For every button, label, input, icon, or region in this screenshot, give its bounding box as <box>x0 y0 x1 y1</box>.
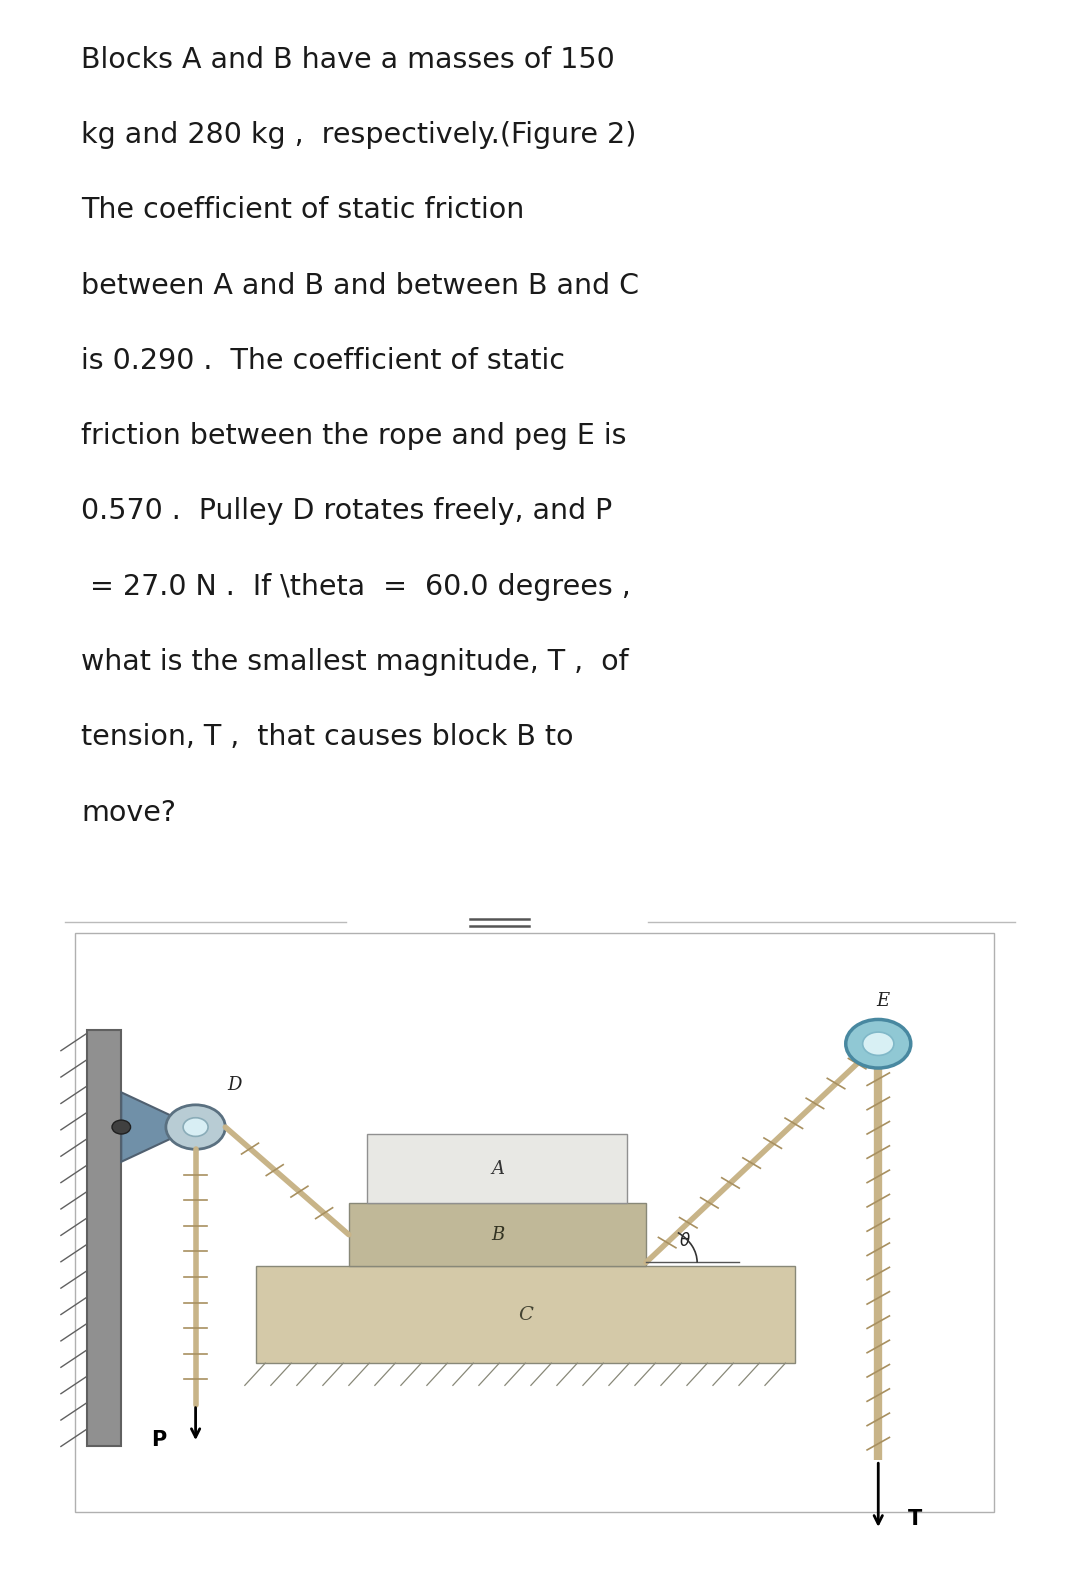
Text: $\theta$: $\theta$ <box>679 1232 691 1250</box>
Bar <box>349 1203 646 1266</box>
Text: The coefficient of static friction: The coefficient of static friction <box>81 196 524 224</box>
Text: T: T <box>908 1509 922 1530</box>
Text: kg and 280 kg ,  respectively.(Figure 2): kg and 280 kg , respectively.(Figure 2) <box>81 121 636 149</box>
Circle shape <box>184 1117 208 1136</box>
Text: B: B <box>490 1225 504 1244</box>
Text: Blocks A and B have a masses of 150: Blocks A and B have a masses of 150 <box>81 46 615 74</box>
Text: move?: move? <box>81 799 176 827</box>
Text: tension, T ,  that causes block B to: tension, T , that causes block B to <box>81 723 573 752</box>
Text: is 0.290 .  The coefficient of static: is 0.290 . The coefficient of static <box>81 347 565 375</box>
Text: what is the smallest magnitude, T ,  of: what is the smallest magnitude, T , of <box>81 648 629 676</box>
Polygon shape <box>121 1092 195 1161</box>
Text: D: D <box>228 1076 242 1095</box>
Circle shape <box>863 1032 894 1056</box>
Text: 0.570 .  Pulley D rotates freely, and P: 0.570 . Pulley D rotates freely, and P <box>81 497 612 526</box>
Text: E: E <box>876 992 890 1010</box>
Circle shape <box>166 1105 226 1149</box>
Bar <box>86 1029 121 1447</box>
Circle shape <box>846 1020 910 1068</box>
Text: friction between the rope and peg E is: friction between the rope and peg E is <box>81 422 626 450</box>
Circle shape <box>112 1120 131 1134</box>
Text: P: P <box>151 1429 166 1450</box>
Bar <box>367 1134 627 1203</box>
Text: C: C <box>518 1305 532 1324</box>
Text: between A and B and between B and C: between A and B and between B and C <box>81 271 639 300</box>
Bar <box>256 1266 795 1363</box>
Text: A: A <box>491 1159 504 1178</box>
FancyBboxPatch shape <box>75 932 995 1513</box>
Text: = 27.0 N .  If \theta  =  60.0 degrees ,: = 27.0 N . If \theta = 60.0 degrees , <box>81 573 631 601</box>
